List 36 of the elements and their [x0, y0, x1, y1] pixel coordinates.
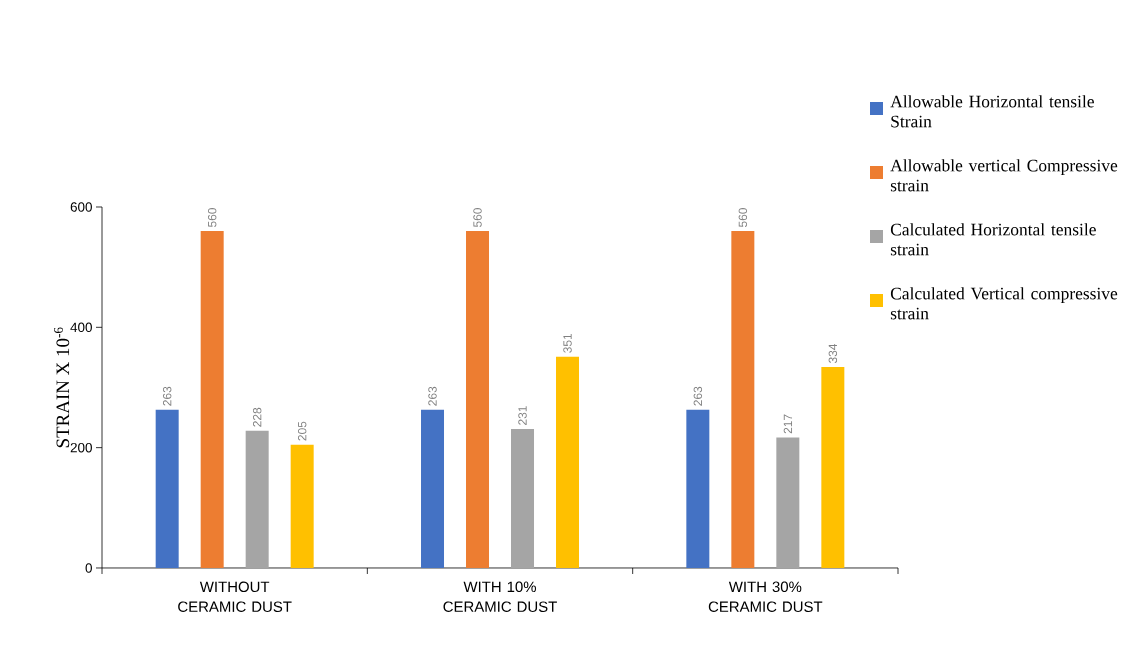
bar	[511, 429, 535, 568]
bar	[556, 356, 580, 568]
bar	[776, 437, 800, 568]
legend-label: Allowable vertical Compressive strain	[890, 159, 1118, 192]
bar	[200, 231, 224, 568]
y-tick-label: 200	[70, 442, 92, 453]
bar	[155, 409, 179, 568]
data-label: 351	[563, 333, 572, 353]
legend-label: Calculated Horizontal tensile strain	[890, 223, 1096, 256]
data-label: 334	[828, 343, 838, 364]
data-label: 263	[428, 386, 437, 406]
y-axis-title: STRAIN X 10$^{-6}$	[54, 327, 70, 448]
bar	[290, 444, 314, 568]
x-tick-label: WITH 10% CERAMIC DUST	[443, 581, 557, 613]
data-label: 228	[252, 407, 262, 427]
data-label: 560	[473, 208, 482, 228]
x-tick-label: WITH 30% CERAMIC DUST	[708, 581, 823, 613]
bar	[821, 367, 845, 568]
y-tick-label: 0	[85, 563, 92, 573]
x-tick-label: WITHOUT CERAMIC DUST	[178, 581, 292, 613]
y-tick-label: 400	[70, 322, 92, 333]
bar	[466, 231, 490, 568]
data-label: 205	[297, 421, 307, 441]
bar	[245, 430, 269, 568]
data-label: 231	[518, 406, 527, 425]
data-label: 263	[162, 386, 172, 406]
bar	[421, 409, 445, 568]
data-label: 560	[738, 208, 748, 228]
legend-label: Calculated Vertical compressive strain	[890, 287, 1118, 320]
data-label: 217	[783, 414, 793, 434]
bar	[731, 231, 755, 568]
data-label: 263	[693, 386, 703, 406]
legend-label: Allowable Horizontal tensile Strain	[890, 95, 1094, 128]
data-label: 560	[207, 208, 217, 228]
y-tick-label: 600	[70, 202, 92, 212]
bar	[686, 409, 710, 568]
